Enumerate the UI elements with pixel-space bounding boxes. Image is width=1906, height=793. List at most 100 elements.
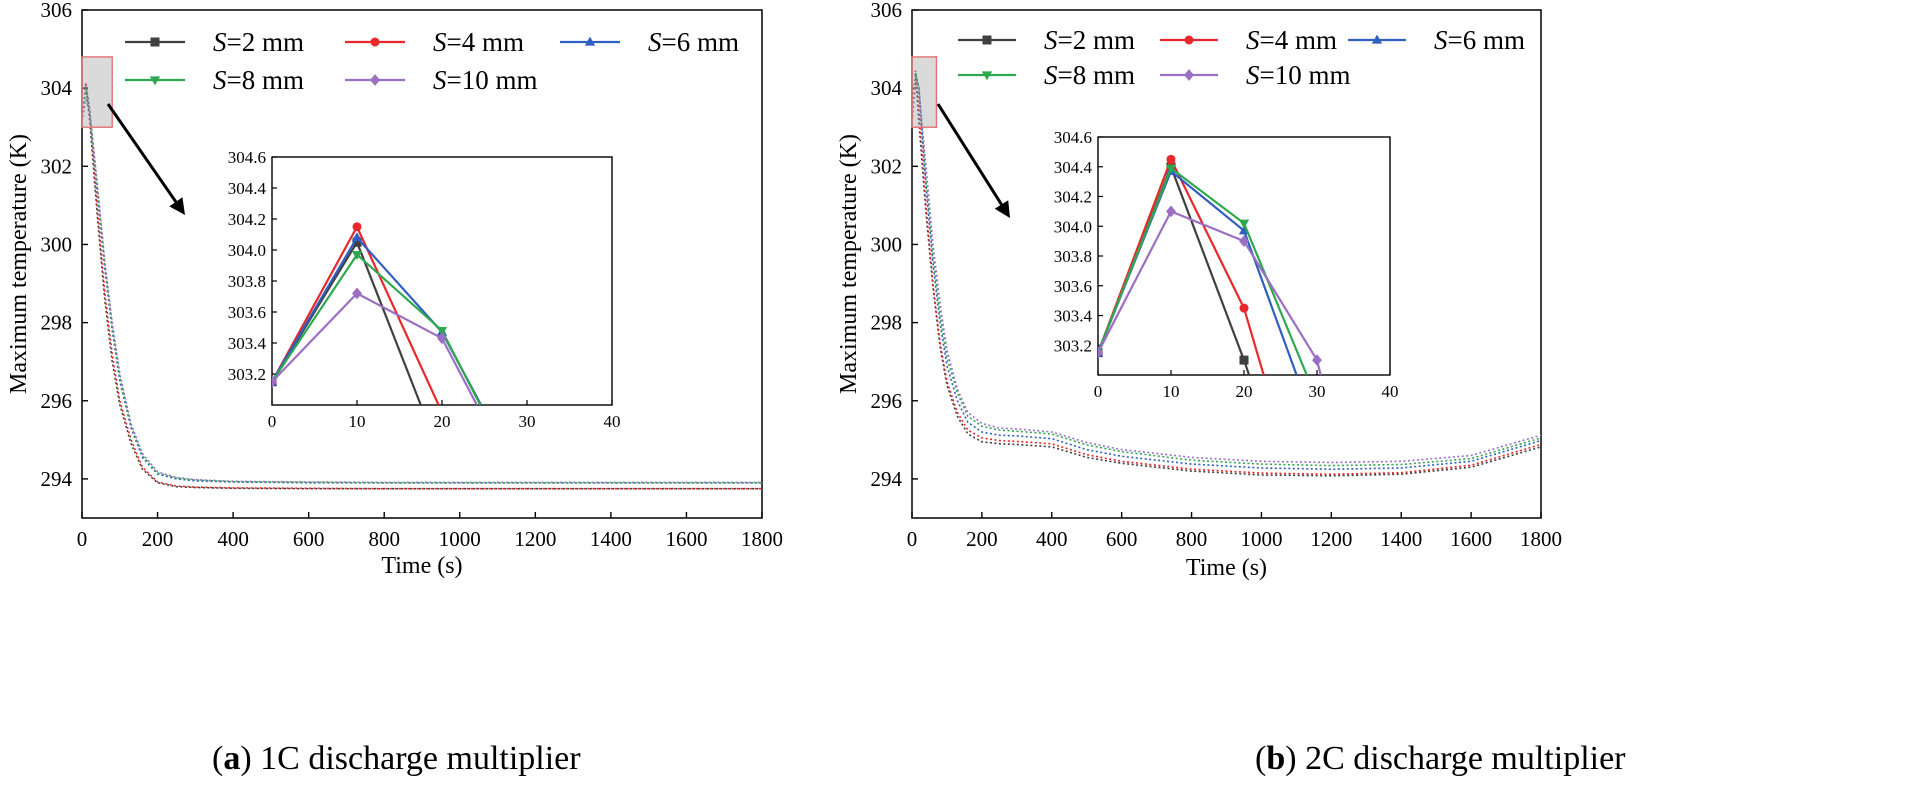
x-axis-label: Time (s) <box>1186 555 1267 581</box>
legend-label: S=2 mm <box>213 27 304 57</box>
inset-x-tick-label: 0 <box>268 412 277 431</box>
inset-y-tick-label: 303.8 <box>1054 247 1092 266</box>
y-tick-label: 296 <box>871 389 903 413</box>
inset-data-point <box>1238 219 1250 229</box>
inset-y-tick-label: 303.4 <box>1054 307 1093 326</box>
inset-y-tick-label: 304.4 <box>1054 158 1093 177</box>
legend-label-rest: =4 mm <box>447 27 524 57</box>
legend-entry: S=2 mm <box>958 25 1135 55</box>
plot-frame <box>81 9 763 519</box>
legend-label-s: S <box>1044 60 1058 90</box>
x-tick-label: 1800 <box>1520 527 1562 551</box>
inset-x-tick-label: 30 <box>1309 382 1326 401</box>
legend-label-rest: =10 mm <box>447 65 538 95</box>
inset-chart: 0 10 20 30 40 303.2 303.4 303.6 303.8 304.0 304.2 3… <box>1054 128 1399 401</box>
inset-data-point <box>1239 235 1249 247</box>
inset-y-tick-label: 303.6 <box>228 303 266 322</box>
x-tick-label: 1400 <box>590 527 632 551</box>
legend-label: S=4 mm <box>433 27 524 57</box>
legend-marker <box>370 74 380 86</box>
legend-entry: S=10 mm <box>345 65 537 95</box>
inset-data-point <box>437 332 447 345</box>
chart-panel-b: 0 200 400 600 800 1000 1200 1400 1600 18002942962… <box>836 0 1562 581</box>
inset-frame <box>271 156 613 406</box>
legend-label-s: S <box>1044 25 1058 55</box>
legend-marker <box>981 71 993 81</box>
inset-data-point <box>352 287 362 300</box>
legend-label: S=2 mm <box>1044 25 1135 55</box>
y-tick-label: 304 <box>871 76 903 100</box>
legend-label-s: S <box>1246 25 1260 55</box>
zoom-arrow <box>106 103 182 210</box>
inset-data-point <box>1098 346 1103 359</box>
inset-x-tick-label: 20 <box>434 412 451 431</box>
inset-data-point <box>272 375 277 388</box>
series-line <box>81 82 762 490</box>
inset-x-tick-label: 0 <box>1094 382 1103 401</box>
y-tick-label: 306 <box>41 0 73 22</box>
legend-entry: S=2 mm <box>125 27 304 57</box>
legend-label-rest: =6 mm <box>662 27 739 57</box>
legend-marker <box>1184 69 1194 81</box>
inset-y-tick-label: 304.4 <box>228 179 267 198</box>
inset-series-line <box>1098 166 1308 375</box>
y-tick-label: 300 <box>41 232 73 256</box>
caption-a-text: 1C discharge multiplier <box>260 740 581 777</box>
inset-y-tick-label: 304.6 <box>1054 128 1092 147</box>
x-tick-label: 400 <box>217 527 249 551</box>
inset-y-tick-label: 303.6 <box>1054 277 1092 296</box>
legend-label-rest: =6 mm <box>1448 25 1525 55</box>
y-axis-label: Maximum temperature (K) <box>6 134 32 394</box>
zoom-highlight-box <box>81 56 113 128</box>
x-tick-label: 200 <box>142 527 174 551</box>
legend-label: S=8 mm <box>213 65 304 95</box>
inset-data-point <box>1166 154 1176 164</box>
inset-y-tick-label: 303.4 <box>228 334 267 353</box>
series-line <box>911 73 1542 471</box>
inset-y-tick-label: 304.0 <box>228 241 266 260</box>
x-tick-label: 800 <box>1176 527 1208 551</box>
legend-label-s: S <box>433 65 447 95</box>
legend-marker <box>149 76 161 86</box>
y-tick-label: 298 <box>871 311 903 335</box>
legend-entry: S=8 mm <box>958 60 1135 90</box>
legend-label: S=8 mm <box>1044 60 1135 90</box>
legend-label-rest: =2 mm <box>1058 25 1135 55</box>
legend-label-rest: =8 mm <box>1058 60 1135 90</box>
plot-frame <box>911 9 1542 519</box>
legend-marker <box>370 37 380 47</box>
y-tick-label: 302 <box>41 154 73 178</box>
inset-series-line <box>1098 156 1265 375</box>
inset-y-tick-label: 304.6 <box>228 148 266 167</box>
legend-entry: S=4 mm <box>345 27 524 57</box>
inset-x-tick-label: 10 <box>349 412 366 431</box>
series-line <box>911 72 1542 477</box>
inset-data-point <box>1239 303 1249 313</box>
inset-data-point <box>351 251 363 261</box>
inset-x-tick-label: 40 <box>1382 382 1399 401</box>
caption-b: (b) 2C discharge multiplier <box>1255 740 1626 777</box>
series-line <box>911 70 1542 476</box>
x-tick-label: 1200 <box>1310 527 1352 551</box>
legend-label: S=10 mm <box>1246 60 1350 90</box>
x-tick-label: 0 <box>907 527 918 551</box>
y-axis-label: Maximum temperature (K) <box>836 134 862 394</box>
zoom-arrow-head <box>994 200 1010 218</box>
y-tick-label: 306 <box>871 0 903 22</box>
inset-data-point <box>1239 355 1249 365</box>
inset-series <box>1098 205 1322 375</box>
inset-data-point <box>352 222 362 232</box>
inset-data-point <box>1312 354 1322 366</box>
legend-entry: S=10 mm <box>1160 60 1350 90</box>
inset-x-tick-label: 20 <box>1236 382 1253 401</box>
x-tick-label: 1800 <box>741 527 783 551</box>
y-tick-label: 296 <box>41 389 73 413</box>
legend-label-s: S <box>213 65 227 95</box>
x-tick-label: 400 <box>1036 527 1068 551</box>
inset-x-tick-label: 40 <box>604 412 621 431</box>
x-tick-label: 1400 <box>1380 527 1422 551</box>
legend-entry: S=6 mm <box>1348 25 1525 55</box>
legend-label-s: S <box>213 27 227 57</box>
inset-data-point <box>1166 205 1176 218</box>
legend-label-s: S <box>1246 60 1260 90</box>
